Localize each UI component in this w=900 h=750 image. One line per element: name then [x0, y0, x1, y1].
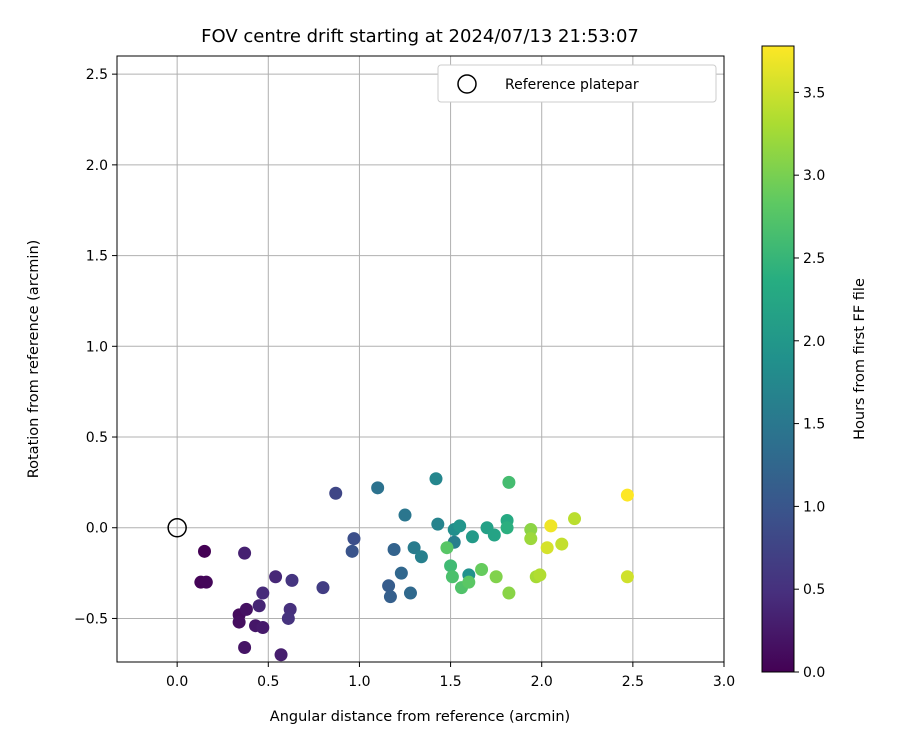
data-point: [274, 648, 288, 662]
y-tick-label: 1.5: [86, 249, 108, 265]
y-tick-label: 0.0: [86, 521, 108, 537]
data-point: [238, 640, 252, 654]
plot-frame: [116, 55, 725, 663]
data-point: [394, 566, 408, 580]
x-axis-ticks: 0.0 0.5 1.0 1.5 2.0 2.5 3.0: [166, 662, 735, 690]
x-tick-label: 2.0: [531, 674, 553, 690]
colorbar-tick-label: 2.5: [803, 251, 825, 267]
data-point: [371, 481, 385, 495]
data-point: [197, 544, 211, 558]
data-point: [382, 579, 396, 593]
data-point: [199, 575, 213, 589]
x-tick-label: 1.0: [348, 674, 370, 690]
y-tick-label: 0.5: [86, 430, 108, 446]
grid: [117, 56, 725, 662]
colorbar-tick-label: 2.0: [803, 334, 825, 350]
y-tick-label: 2.5: [86, 67, 108, 83]
data-point: [540, 541, 554, 555]
data-point: [269, 570, 283, 584]
data-point: [475, 562, 489, 576]
data-point: [440, 541, 454, 555]
chart-title: FOV centre drift starting at 2024/07/13 …: [201, 26, 639, 47]
data-point: [398, 508, 412, 522]
legend-label: Reference platepar: [505, 77, 639, 93]
data-point: [502, 475, 516, 489]
data-point: [239, 602, 253, 616]
colorbar: [761, 45, 795, 673]
colorbar-tick-label: 3.0: [803, 168, 825, 184]
data-point: [238, 546, 252, 560]
data-point: [387, 543, 401, 557]
data-point: [487, 528, 501, 542]
x-tick-label: 3.0: [713, 674, 735, 690]
data-point: [383, 590, 397, 604]
colorbar-label: Hours from first FF file: [852, 278, 868, 440]
data-point: [345, 544, 359, 558]
data-point: [620, 570, 634, 584]
data-point: [453, 519, 467, 533]
data-point: [444, 559, 458, 573]
data-point: [431, 517, 445, 531]
data-point: [403, 586, 417, 600]
data-point: [462, 575, 476, 589]
y-axis-ticks: −0.5 0.0 0.5 1.0 1.5 2.0 2.5: [74, 67, 117, 627]
data-point: [524, 532, 538, 546]
data-point: [316, 581, 330, 595]
x-axis-label: Angular distance from reference (arcmin): [270, 709, 570, 725]
colorbar-tick-label: 1.0: [803, 499, 825, 515]
data-point: [445, 570, 459, 584]
data-point: [489, 570, 503, 584]
legend-marker-icon: [457, 74, 477, 94]
data-point: [533, 568, 547, 582]
x-tick-label: 0.0: [166, 674, 188, 690]
data-point: [568, 512, 582, 526]
data-point: [502, 586, 516, 600]
legend: Reference platepar: [437, 64, 717, 103]
data-point: [407, 541, 421, 555]
data-point: [252, 599, 266, 613]
y-tick-label: −0.5: [74, 611, 108, 627]
data-point: [347, 532, 361, 546]
data-point: [555, 537, 569, 551]
data-point: [232, 615, 246, 629]
colorbar-ticks: 0.0 0.5 1.0 1.5 2.0 2.5 3.0 3.5: [794, 85, 825, 681]
data-point: [285, 573, 299, 587]
colorbar-tick-label: 0.0: [803, 665, 825, 681]
reference-marker: [167, 517, 187, 538]
colorbar-tick-label: 1.5: [803, 417, 825, 433]
legend-box: [437, 64, 717, 103]
y-tick-label: 1.0: [86, 339, 108, 355]
data-point: [414, 550, 428, 564]
data-point: [329, 486, 343, 500]
x-tick-label: 2.5: [622, 674, 644, 690]
data-point: [500, 521, 514, 535]
y-axis-label: Rotation from reference (arcmin): [26, 240, 42, 479]
data-point: [429, 472, 443, 486]
data-point: [281, 611, 295, 625]
y-tick-label: 2.0: [86, 158, 108, 174]
data-point: [620, 488, 634, 502]
x-tick-label: 1.5: [439, 674, 461, 690]
data-point: [256, 621, 270, 635]
data-point: [524, 523, 538, 537]
data-points: [194, 472, 634, 662]
colorbar-tick-label: 0.5: [803, 582, 825, 598]
data-point: [465, 530, 479, 544]
x-tick-label: 0.5: [257, 674, 279, 690]
colorbar-tick-label: 3.5: [803, 85, 825, 101]
data-point: [544, 519, 558, 533]
data-point: [256, 586, 270, 600]
